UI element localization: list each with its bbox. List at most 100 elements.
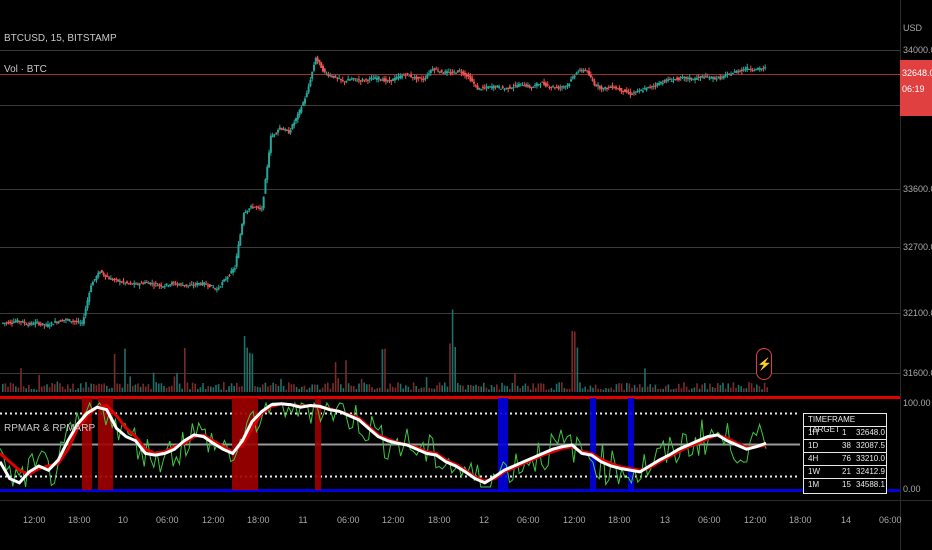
candle-body [474,85,477,87]
volume-bar [602,389,605,392]
candle-body [144,282,147,284]
volume-bar [522,385,524,392]
candle-body [90,285,93,292]
candle-body [733,71,736,73]
volume-bar [337,378,339,392]
volume-bar [334,362,337,392]
candle-body [478,87,481,89]
candle-body [86,300,89,309]
cell-price: 32648.0 [856,428,885,437]
volume-bar [379,387,381,392]
volume-bar [610,387,612,392]
candle-body [271,135,274,138]
volume-bar [490,385,493,392]
candle-body [260,208,263,210]
candle-body [428,73,431,75]
candle-body [735,70,738,74]
candle-body [458,70,461,72]
volume-bar [584,386,586,392]
candle-body [181,284,184,286]
candle-body [120,282,123,284]
volume-bar [594,384,597,392]
candle-body [739,70,742,72]
candle-body [221,282,224,286]
candle-body [122,280,125,283]
current-price-tag: 32648.0000 06:19 [900,60,932,116]
volume-bar [685,386,688,392]
candle-body [661,83,664,85]
volume-bar [301,386,303,392]
volume-bar [714,387,716,392]
volume-bar [683,382,685,392]
candle-body [309,80,312,87]
candle-body [102,272,105,275]
volume-bar [90,383,92,392]
candle-body [329,75,332,77]
volume-bar [389,383,391,392]
candle-body [561,86,564,88]
candle-body [311,71,314,79]
cell-target: 15 [842,480,851,489]
volume-bar [646,386,649,392]
candle-body [9,321,12,324]
volume-bar [368,384,371,392]
candle-body [456,70,459,73]
volume-bar [607,388,610,392]
time-tick-label: 18:00 [428,515,451,525]
volume-bar [464,389,467,392]
volume-bar [126,383,129,392]
candle-body [553,87,556,89]
candle-body [402,74,405,76]
volume-bar [342,388,345,392]
volume-bar [501,382,503,392]
candle-body [546,84,549,86]
cell-price: 33210.0 [856,454,885,463]
indicator-title[interactable]: RPMAR & RPMARP [4,423,96,434]
volume-bar [155,382,157,392]
candle-body [158,284,161,286]
volume-bar [194,383,196,392]
candle-body [233,268,236,270]
volume-bar [95,385,98,392]
volume-bar [249,352,251,392]
candle-body [411,77,414,79]
current-price-value: 32648.0000 [902,68,932,78]
candle-body [219,286,222,288]
candle-body [681,77,684,79]
symbol-title[interactable]: BTCUSD, 15, BITSTAMP [4,33,117,44]
volume-bar [446,386,449,392]
candle-body [719,76,722,80]
volume-bar [451,309,454,392]
candle-body [287,129,290,134]
volume-bar [397,382,399,392]
volume-bar [641,387,644,392]
candle-body [694,78,697,80]
volume-bar [210,386,212,392]
volume-title[interactable]: Vol · BTC [4,64,47,75]
volume-bar [475,384,477,392]
candle-body [99,272,102,274]
candle-body [176,283,179,285]
volume-bar [56,381,59,392]
volume-bar [571,330,573,392]
candle-body [178,284,181,286]
candle-body [517,84,520,87]
candle-body [343,81,346,83]
volume-bar [750,383,753,392]
candle-body [48,325,51,327]
volume-bar [142,383,144,392]
volume-bar [561,382,563,392]
volume-bar [678,383,680,392]
candle-body [510,87,513,89]
volume-bar [670,389,672,392]
volume-bar [574,331,576,392]
table-row: 1H 1 32648.0 [804,427,886,440]
volume-bar [719,385,722,392]
volume-bar [498,389,501,392]
lightning-icon[interactable]: ⚡ [756,348,772,380]
candle-body [286,129,289,131]
candle-body [588,71,591,76]
candle-body [75,320,78,323]
volume-bar [353,386,355,392]
